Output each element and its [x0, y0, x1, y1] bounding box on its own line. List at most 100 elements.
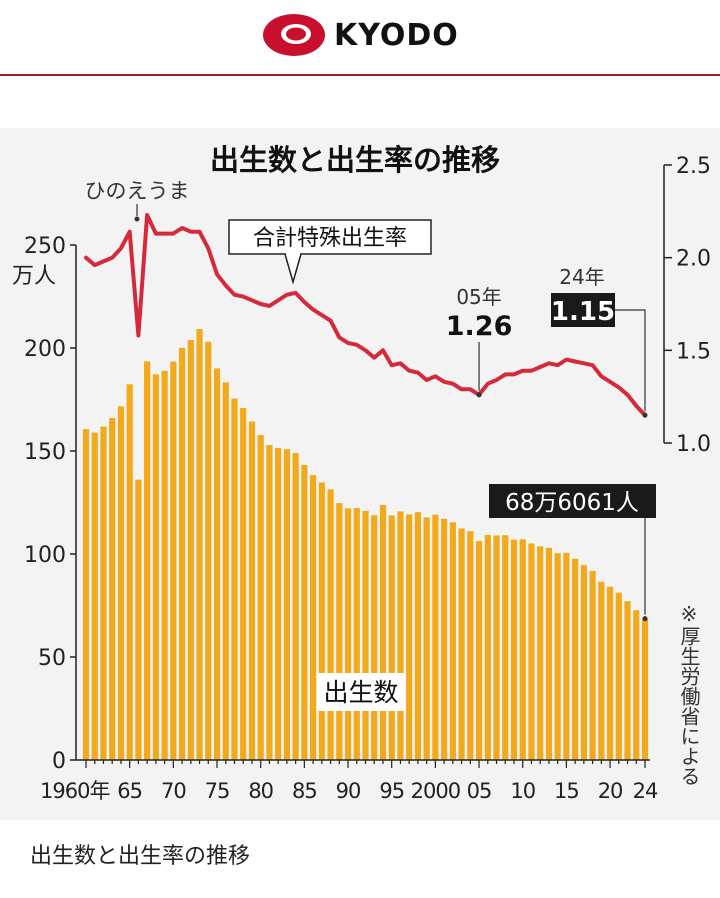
- x-tick-label: 20: [598, 779, 623, 803]
- births-bar-2012: [537, 546, 544, 760]
- y2024-value-box: [551, 293, 615, 327]
- births-bar-1970: [170, 361, 177, 760]
- y2024-value: 1.15: [551, 297, 615, 327]
- births-bar-1983: [283, 449, 290, 760]
- x-tick-label: 05: [467, 779, 492, 803]
- births-bar-1980: [257, 435, 264, 760]
- births-bar-1987: [318, 482, 325, 760]
- chart-panel: 出生数と出生率の推移 0 50 100 150 200 250 万人 1.0 1.5 2.0 2.…: [0, 128, 720, 820]
- x-tick-label: 95: [379, 779, 404, 803]
- births-bar-2004: [467, 531, 474, 760]
- births-bar-1998: [414, 512, 422, 760]
- left-tick-label: 0: [52, 749, 66, 774]
- births-bar-1997: [406, 514, 413, 760]
- births-bar-1992: [362, 510, 369, 760]
- births-bar-1960: [82, 429, 90, 760]
- x-tick-label: 15: [554, 779, 579, 803]
- births-bar-1996: [397, 511, 404, 760]
- x-tick-label: 24: [633, 779, 658, 803]
- births-bar-1963: [109, 418, 116, 760]
- births-bar-2017: [580, 565, 587, 760]
- left-tick-label: 250: [24, 234, 66, 259]
- births-bar-1981: [266, 445, 273, 760]
- y2024-leader: [615, 309, 646, 412]
- logo-text: KYODO: [334, 17, 459, 53]
- births-bar-2008: [502, 535, 509, 760]
- births-bar-1994: [379, 504, 387, 760]
- x-tick-label: 90: [336, 779, 361, 803]
- births-bar-1982: [275, 447, 282, 760]
- births-bar-1986: [309, 475, 317, 760]
- fertility-rate-line: [84, 213, 647, 418]
- births-bar-2015: [563, 552, 570, 760]
- fertility-rate-polyline: [84, 213, 647, 418]
- births-bar-1968: [152, 374, 159, 760]
- births-bar-1962: [100, 426, 107, 760]
- births-bar-1961: [91, 432, 98, 760]
- left-tick-label: 100: [24, 543, 66, 568]
- births-bar-1988: [327, 489, 334, 760]
- y2005-dot: [476, 392, 482, 398]
- births-bar-2002: [449, 522, 456, 760]
- births-bar-2001: [441, 518, 448, 760]
- births-bar-1965: [126, 384, 133, 760]
- births-bar-2003: [458, 528, 465, 760]
- x-tick-label: 2000: [411, 779, 460, 803]
- right-tick-label: 2.5: [676, 154, 711, 179]
- births-bar-2016: [572, 558, 579, 760]
- births-bar-2021: [615, 592, 622, 760]
- births-bar-1966: [135, 479, 142, 760]
- x-tick-label: 70: [161, 779, 186, 803]
- births-2024-label: 68万6061人: [505, 490, 639, 516]
- x-tick-label: 10: [510, 779, 535, 803]
- births-bar-2011: [528, 543, 535, 760]
- x-tick-label: 85: [292, 779, 317, 803]
- births-bar-2022: [624, 601, 631, 760]
- births-bar-1991: [353, 508, 360, 760]
- births-bar-2010: [519, 539, 526, 760]
- births-series-label-box: [317, 673, 405, 711]
- x-tick-label: 65: [117, 779, 142, 803]
- births-bar-1974: [205, 341, 212, 760]
- y2024-label: 24年: [559, 265, 604, 289]
- births-bar-1969: [161, 370, 168, 760]
- site-header: KYODO: [0, 0, 720, 76]
- births-bar-1971: [178, 347, 186, 760]
- births-bar-1984: [292, 453, 299, 760]
- births-bar-1972: [187, 339, 194, 760]
- births-bar-2000: [432, 514, 439, 760]
- source-note: ※厚生労働省による: [677, 602, 701, 786]
- births-bars: [82, 329, 649, 760]
- kyodo-logo-mark: [263, 14, 325, 56]
- caption: 出生数と出生率の推移: [30, 844, 251, 869]
- births-bar-1990: [344, 508, 352, 760]
- births-bar-1995: [388, 515, 395, 760]
- right-axis: 1.0 1.5 2.0 2.5: [663, 154, 711, 457]
- left-axis-unit: 万人: [12, 264, 56, 289]
- births-2024-box: [489, 484, 656, 518]
- births-bar-2018: [589, 570, 596, 760]
- left-axis: 0 50 100 150 200 250 万人: [12, 234, 77, 774]
- births-bar-2024: [641, 618, 649, 760]
- chart-title: 出生数と出生率の推移: [210, 143, 500, 177]
- x-tick-label: 1960年: [40, 779, 110, 803]
- births-bar-1976: [222, 382, 229, 760]
- y2024-dot: [642, 412, 648, 418]
- births-bar-1985: [301, 465, 308, 760]
- births-bar-1964: [117, 406, 125, 760]
- births-series-label: 出生数: [323, 678, 398, 707]
- births-bar-2005: [475, 541, 483, 760]
- births-bar-1993: [371, 515, 378, 760]
- births-bar-1975: [213, 368, 221, 760]
- births-bar-1978: [240, 407, 247, 760]
- left-tick-label: 150: [24, 440, 66, 465]
- births-bar-1999: [423, 517, 430, 760]
- x-tick-label: 75: [205, 779, 230, 803]
- kyodo-logo[interactable]: KYODO: [262, 10, 459, 60]
- x-axis: 1960年 65 70 75 80 85 90 95 2000 05 10 15 20 24: [40, 759, 659, 803]
- right-tick-label: 2.0: [676, 247, 711, 272]
- births-2024-dot: [642, 616, 648, 622]
- right-tick-label: 1.5: [676, 339, 711, 364]
